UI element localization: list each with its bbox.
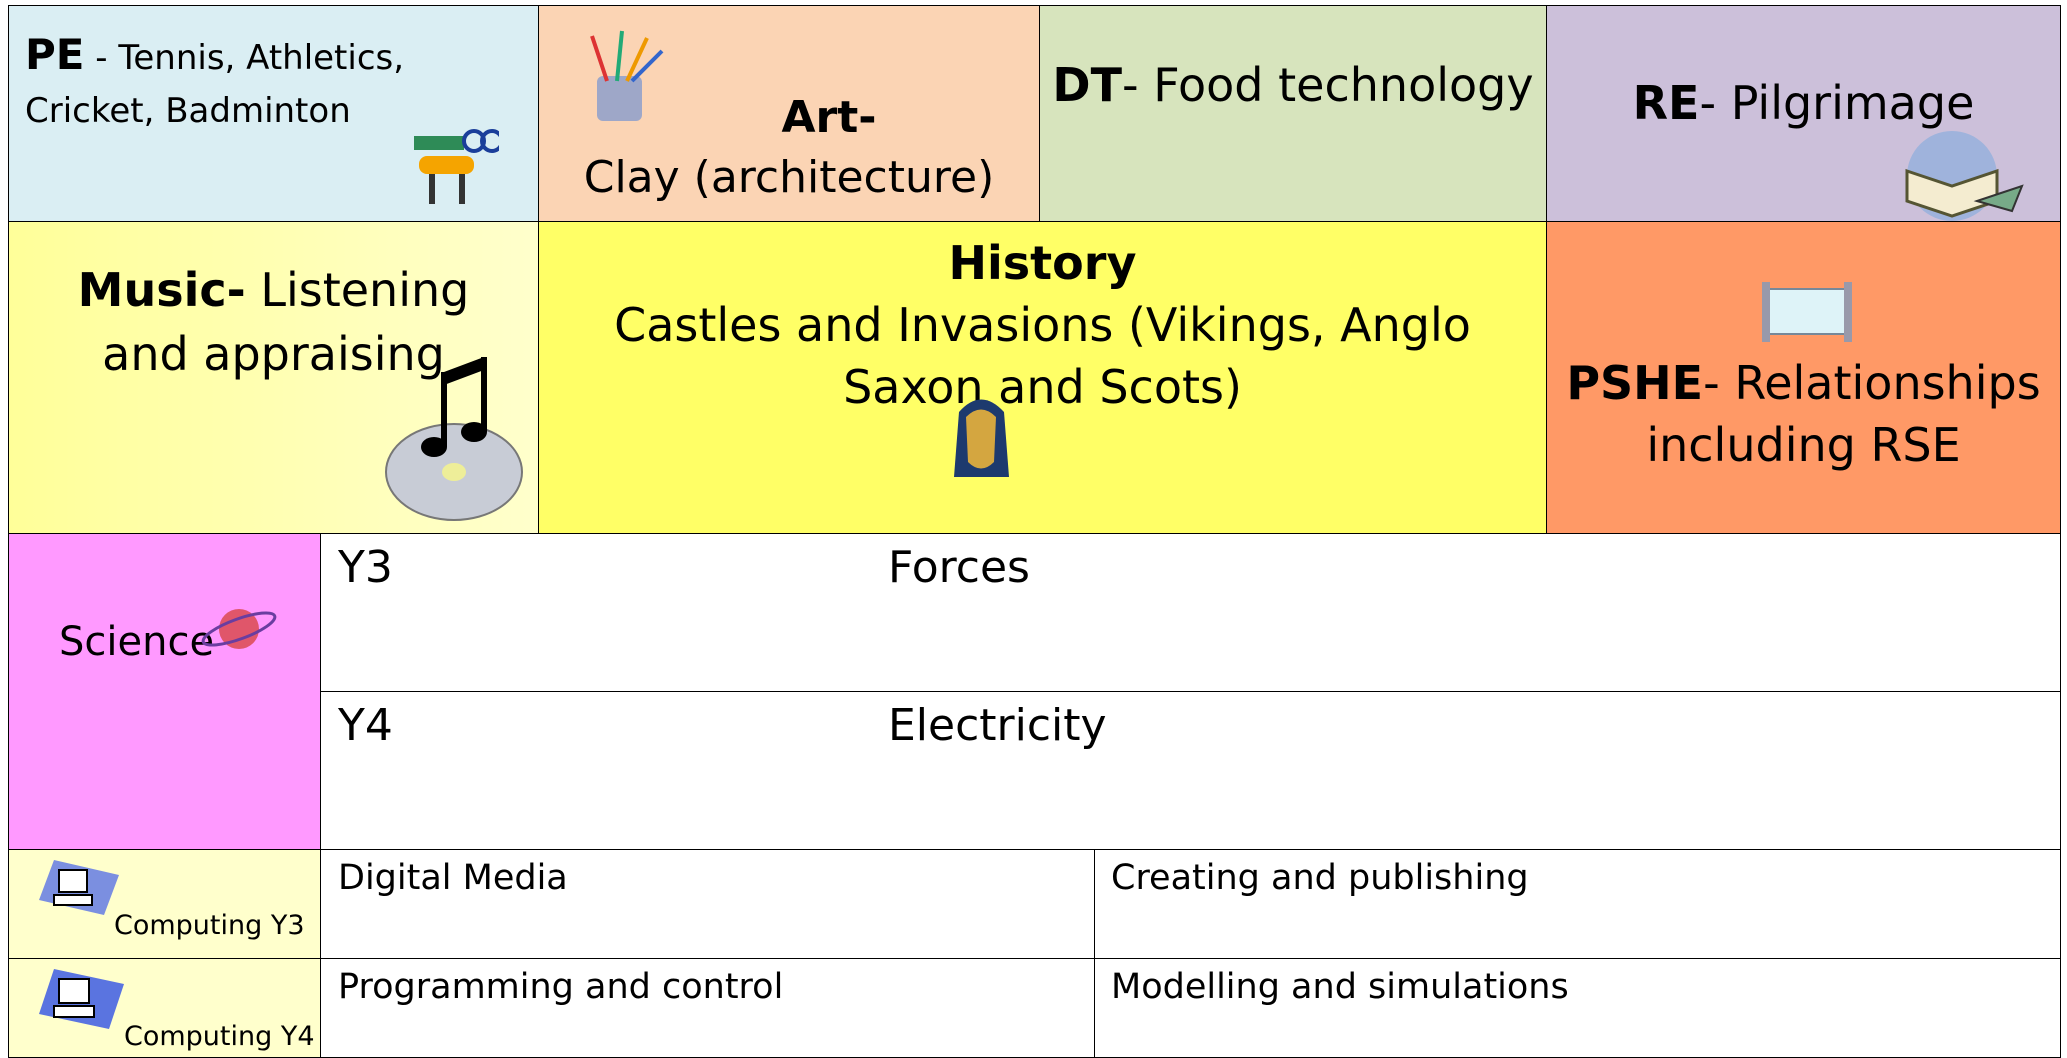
computing-topic: Creating and publishing — [1094, 849, 2061, 959]
re-text: - Pilgrimage — [1699, 76, 1975, 130]
dt-text: - Food technology — [1121, 58, 1534, 112]
year: Y3 — [338, 542, 393, 593]
science-y4-row: Y4 Electricity — [320, 691, 2061, 850]
art-cell: Art- Clay (architecture) — [538, 5, 1040, 222]
history-text: Castles and Invasions (Vikings, Anglo Sa… — [614, 298, 1471, 414]
re-icon — [1905, 131, 2024, 221]
pshe-cell: PSHE- Relationships including RSE — [1546, 221, 2061, 534]
art-text: Clay (architecture) — [583, 152, 995, 203]
music-text: Listening and appraising — [102, 263, 470, 381]
science-cell: Science — [8, 533, 321, 850]
science-icon — [201, 609, 277, 649]
art-icon — [590, 30, 664, 121]
computing-icon — [39, 969, 124, 1029]
pshe-text: - Relationships including RSE — [1646, 356, 2041, 472]
computing-y4-cell: Computing Y4 — [8, 958, 321, 1058]
topic: Creating and publishing — [1111, 858, 1529, 898]
music-icon — [385, 357, 523, 521]
topic: Programming and control — [338, 967, 784, 1007]
dt-cell: DT- Food technology — [1039, 5, 1547, 222]
topic: Electricity — [888, 700, 1107, 751]
topic: Modelling and simulations — [1111, 967, 1569, 1007]
art-label: Art- — [781, 92, 877, 143]
history-icon — [954, 399, 1009, 477]
computing-topic: Programming and control — [320, 958, 1095, 1058]
computing-icon — [39, 860, 119, 915]
music-cell: Music- Listening and appraising — [8, 221, 539, 534]
pshe-label: PSHE — [1566, 356, 1704, 410]
topic: Digital Media — [338, 858, 568, 898]
computing-y3-cell: Computing Y3 — [8, 849, 321, 959]
history-label: History — [948, 236, 1137, 290]
pe-text: - Tennis, Athletics, Cricket, Badminton — [25, 38, 405, 131]
pe-cell: PE - Tennis, Athletics, Cricket, Badmint… — [8, 5, 539, 222]
history-cell: History Castles and Invasions (Vikings, … — [538, 221, 1547, 534]
computing-topic: Digital Media — [320, 849, 1095, 959]
computing-label: Computing Y4 — [124, 1021, 315, 1052]
science-label: Science — [59, 619, 215, 665]
dt-label: DT — [1052, 58, 1122, 112]
re-label: RE — [1632, 76, 1700, 130]
topic: Forces — [888, 542, 1030, 593]
science-y3-row: Y3 Forces — [320, 533, 2061, 692]
computing-label: Computing Y3 — [114, 910, 305, 941]
re-cell: RE- Pilgrimage — [1546, 5, 2061, 222]
music-label: Music- — [77, 263, 246, 317]
pe-label: PE — [25, 30, 85, 79]
pe-icon — [414, 129, 499, 204]
computing-topic: Modelling and simulations — [1094, 958, 2061, 1058]
year: Y4 — [338, 700, 393, 751]
pshe-icon — [1762, 282, 1852, 342]
